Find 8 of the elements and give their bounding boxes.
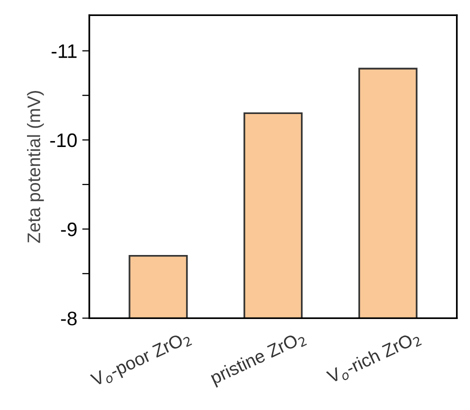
- y-tick-label: -10: [50, 133, 77, 148]
- y-axis-title: Zeta potential (mV): [27, 91, 44, 243]
- y-tick-label: -9: [61, 222, 77, 236]
- x-tick-label: V$_{o}$-poor ZrO$_{2}$: [90, 330, 192, 390]
- x-tick-label: pristine ZrO$_{2}$: [209, 330, 308, 388]
- x-tick-label: V$_{o}$-rich ZrO$_{2}$: [326, 330, 422, 386]
- y-tick-label: -8: [61, 312, 77, 326]
- y-tick-label: -11: [52, 44, 77, 58]
